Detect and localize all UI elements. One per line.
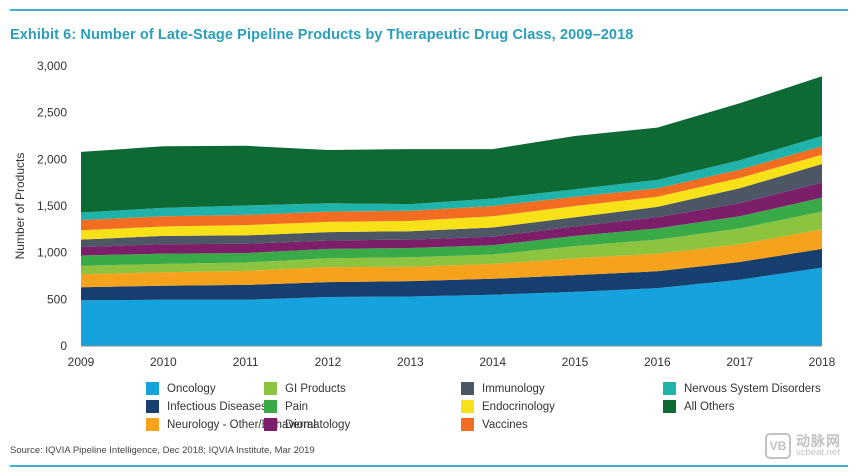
legend-label: Nervous System Disorders xyxy=(684,382,821,395)
watermark-name: 动脉网 xyxy=(796,432,841,449)
legend-label: Neurology - Other/Behavioral xyxy=(167,418,316,431)
y-axis-label: Number of Products xyxy=(13,153,27,260)
legend-item-infectious-diseases: Infectious Diseases* xyxy=(146,398,271,415)
area-nervous-system-disorders xyxy=(81,136,822,220)
area-immunology xyxy=(81,164,822,248)
x-tick-label: 2018 xyxy=(809,355,836,369)
legend-swatch xyxy=(663,400,676,413)
x-tick-label: 2015 xyxy=(562,355,589,369)
y-tick-label: 1,500 xyxy=(37,199,67,213)
area-neurology-other-behavioral xyxy=(81,229,822,288)
area-all-others xyxy=(81,76,822,213)
area-infectious-diseases xyxy=(81,248,822,301)
chart-title: Exhibit 6: Number of Late-Stage Pipeline… xyxy=(10,27,634,43)
x-tick-label: 2017 xyxy=(726,355,753,369)
legend-swatch xyxy=(461,382,474,395)
area-dermatology xyxy=(81,182,822,256)
legend-item-oncology: Oncology xyxy=(146,380,264,397)
area-pain xyxy=(81,197,822,266)
x-tick-label: 2012 xyxy=(315,355,342,369)
y-tick-label: 500 xyxy=(47,292,67,306)
watermark-url: vcbeat.net xyxy=(796,447,840,459)
legend-swatch xyxy=(264,400,277,413)
legend-item-vaccines: Vaccines xyxy=(461,416,663,433)
legend-label: All Others xyxy=(684,400,735,413)
legend-swatch xyxy=(146,382,159,395)
axes: 0 500 1,000 1,500 2,000 2,500 3,000 2009 2010 201… xyxy=(13,59,836,369)
legend-swatch xyxy=(461,400,474,413)
top-rule xyxy=(10,9,848,11)
legend-label: Vaccines xyxy=(482,418,528,431)
y-tick-label: 0 xyxy=(60,339,67,353)
area-endocrinology xyxy=(81,154,822,240)
legend-item-gi-products: GI Products xyxy=(264,380,461,397)
x-tick-label: 2016 xyxy=(644,355,671,369)
y-tick-label: 2,000 xyxy=(37,152,67,166)
legend-swatch xyxy=(663,382,676,395)
legend-item-endocrinology: Endocrinology xyxy=(461,398,663,415)
legend-swatch xyxy=(146,418,159,431)
legend: Oncology GI Products Immunology Nervous Sys… xyxy=(146,380,821,433)
legend-label: Infectious Diseases* xyxy=(167,400,272,413)
legend-label: Dermatology xyxy=(285,418,351,431)
y-tick-label: 3,000 xyxy=(37,59,67,73)
x-tick-label: 2014 xyxy=(479,355,506,369)
legend-item-all-others: All Others xyxy=(663,398,783,415)
x-tick-label: 2011 xyxy=(233,355,259,369)
legend-label: Oncology xyxy=(167,382,216,395)
y-tick-label: 1,000 xyxy=(37,246,67,260)
legend-swatch xyxy=(264,418,277,431)
legend-item-immunology: Immunology xyxy=(461,380,663,397)
legend-item-dermatology: Dermatology xyxy=(264,416,461,433)
legend-label: GI Products xyxy=(285,382,346,395)
legend-label: Pain xyxy=(285,400,309,413)
legend-item-pain: Pain xyxy=(264,398,461,415)
legend-label: Immunology xyxy=(482,382,545,395)
y-tick-label: 2,500 xyxy=(37,106,67,120)
source-note: Source: IQVIA Pipeline Intelligence, Dec… xyxy=(10,445,315,456)
bottom-rule xyxy=(10,465,848,467)
watermark: VB 动脉网 vcbeat.net xyxy=(765,433,841,459)
legend-swatch xyxy=(264,382,277,395)
area-gi-products xyxy=(81,211,822,275)
x-tick-label: 2013 xyxy=(397,355,424,369)
legend-item-nervous-system-disorders: Nervous System Disorders xyxy=(663,380,821,397)
watermark-logo: VB xyxy=(765,433,791,459)
legend-swatch xyxy=(146,400,159,413)
legend-label: Endocrinology xyxy=(482,400,555,413)
area-vaccines xyxy=(81,146,822,231)
x-tick-label: 2010 xyxy=(150,355,177,369)
legend-swatch xyxy=(461,418,474,431)
area-layers xyxy=(81,76,822,346)
legend-item-neurology-other-behavioral: Neurology - Other/Behavioral xyxy=(146,416,316,433)
x-tick-label: 2009 xyxy=(68,355,95,369)
area-oncology xyxy=(81,267,822,346)
